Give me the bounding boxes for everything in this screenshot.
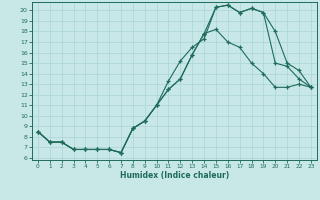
X-axis label: Humidex (Indice chaleur): Humidex (Indice chaleur)	[120, 171, 229, 180]
